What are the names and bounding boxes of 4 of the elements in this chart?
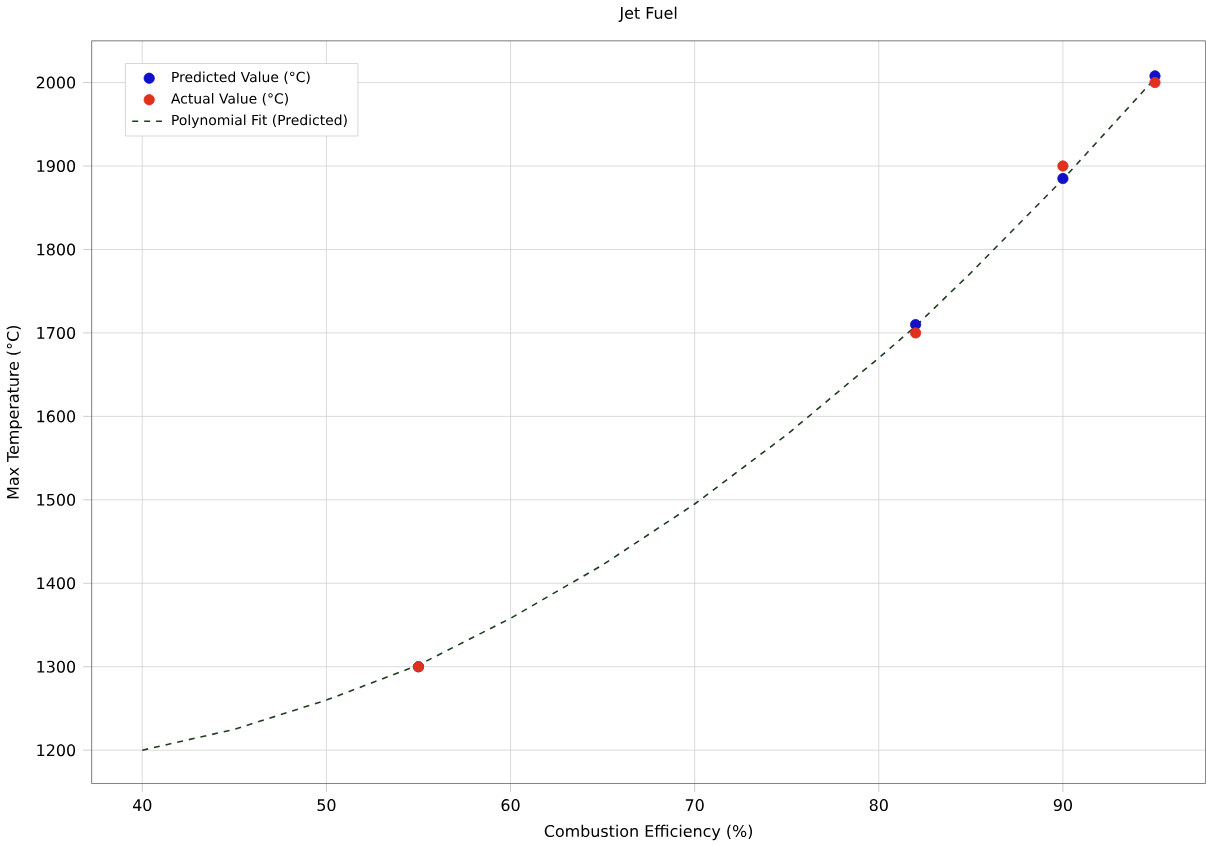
point xyxy=(1057,160,1069,172)
point xyxy=(1149,76,1161,88)
point xyxy=(910,326,922,339)
point xyxy=(1057,172,1069,184)
